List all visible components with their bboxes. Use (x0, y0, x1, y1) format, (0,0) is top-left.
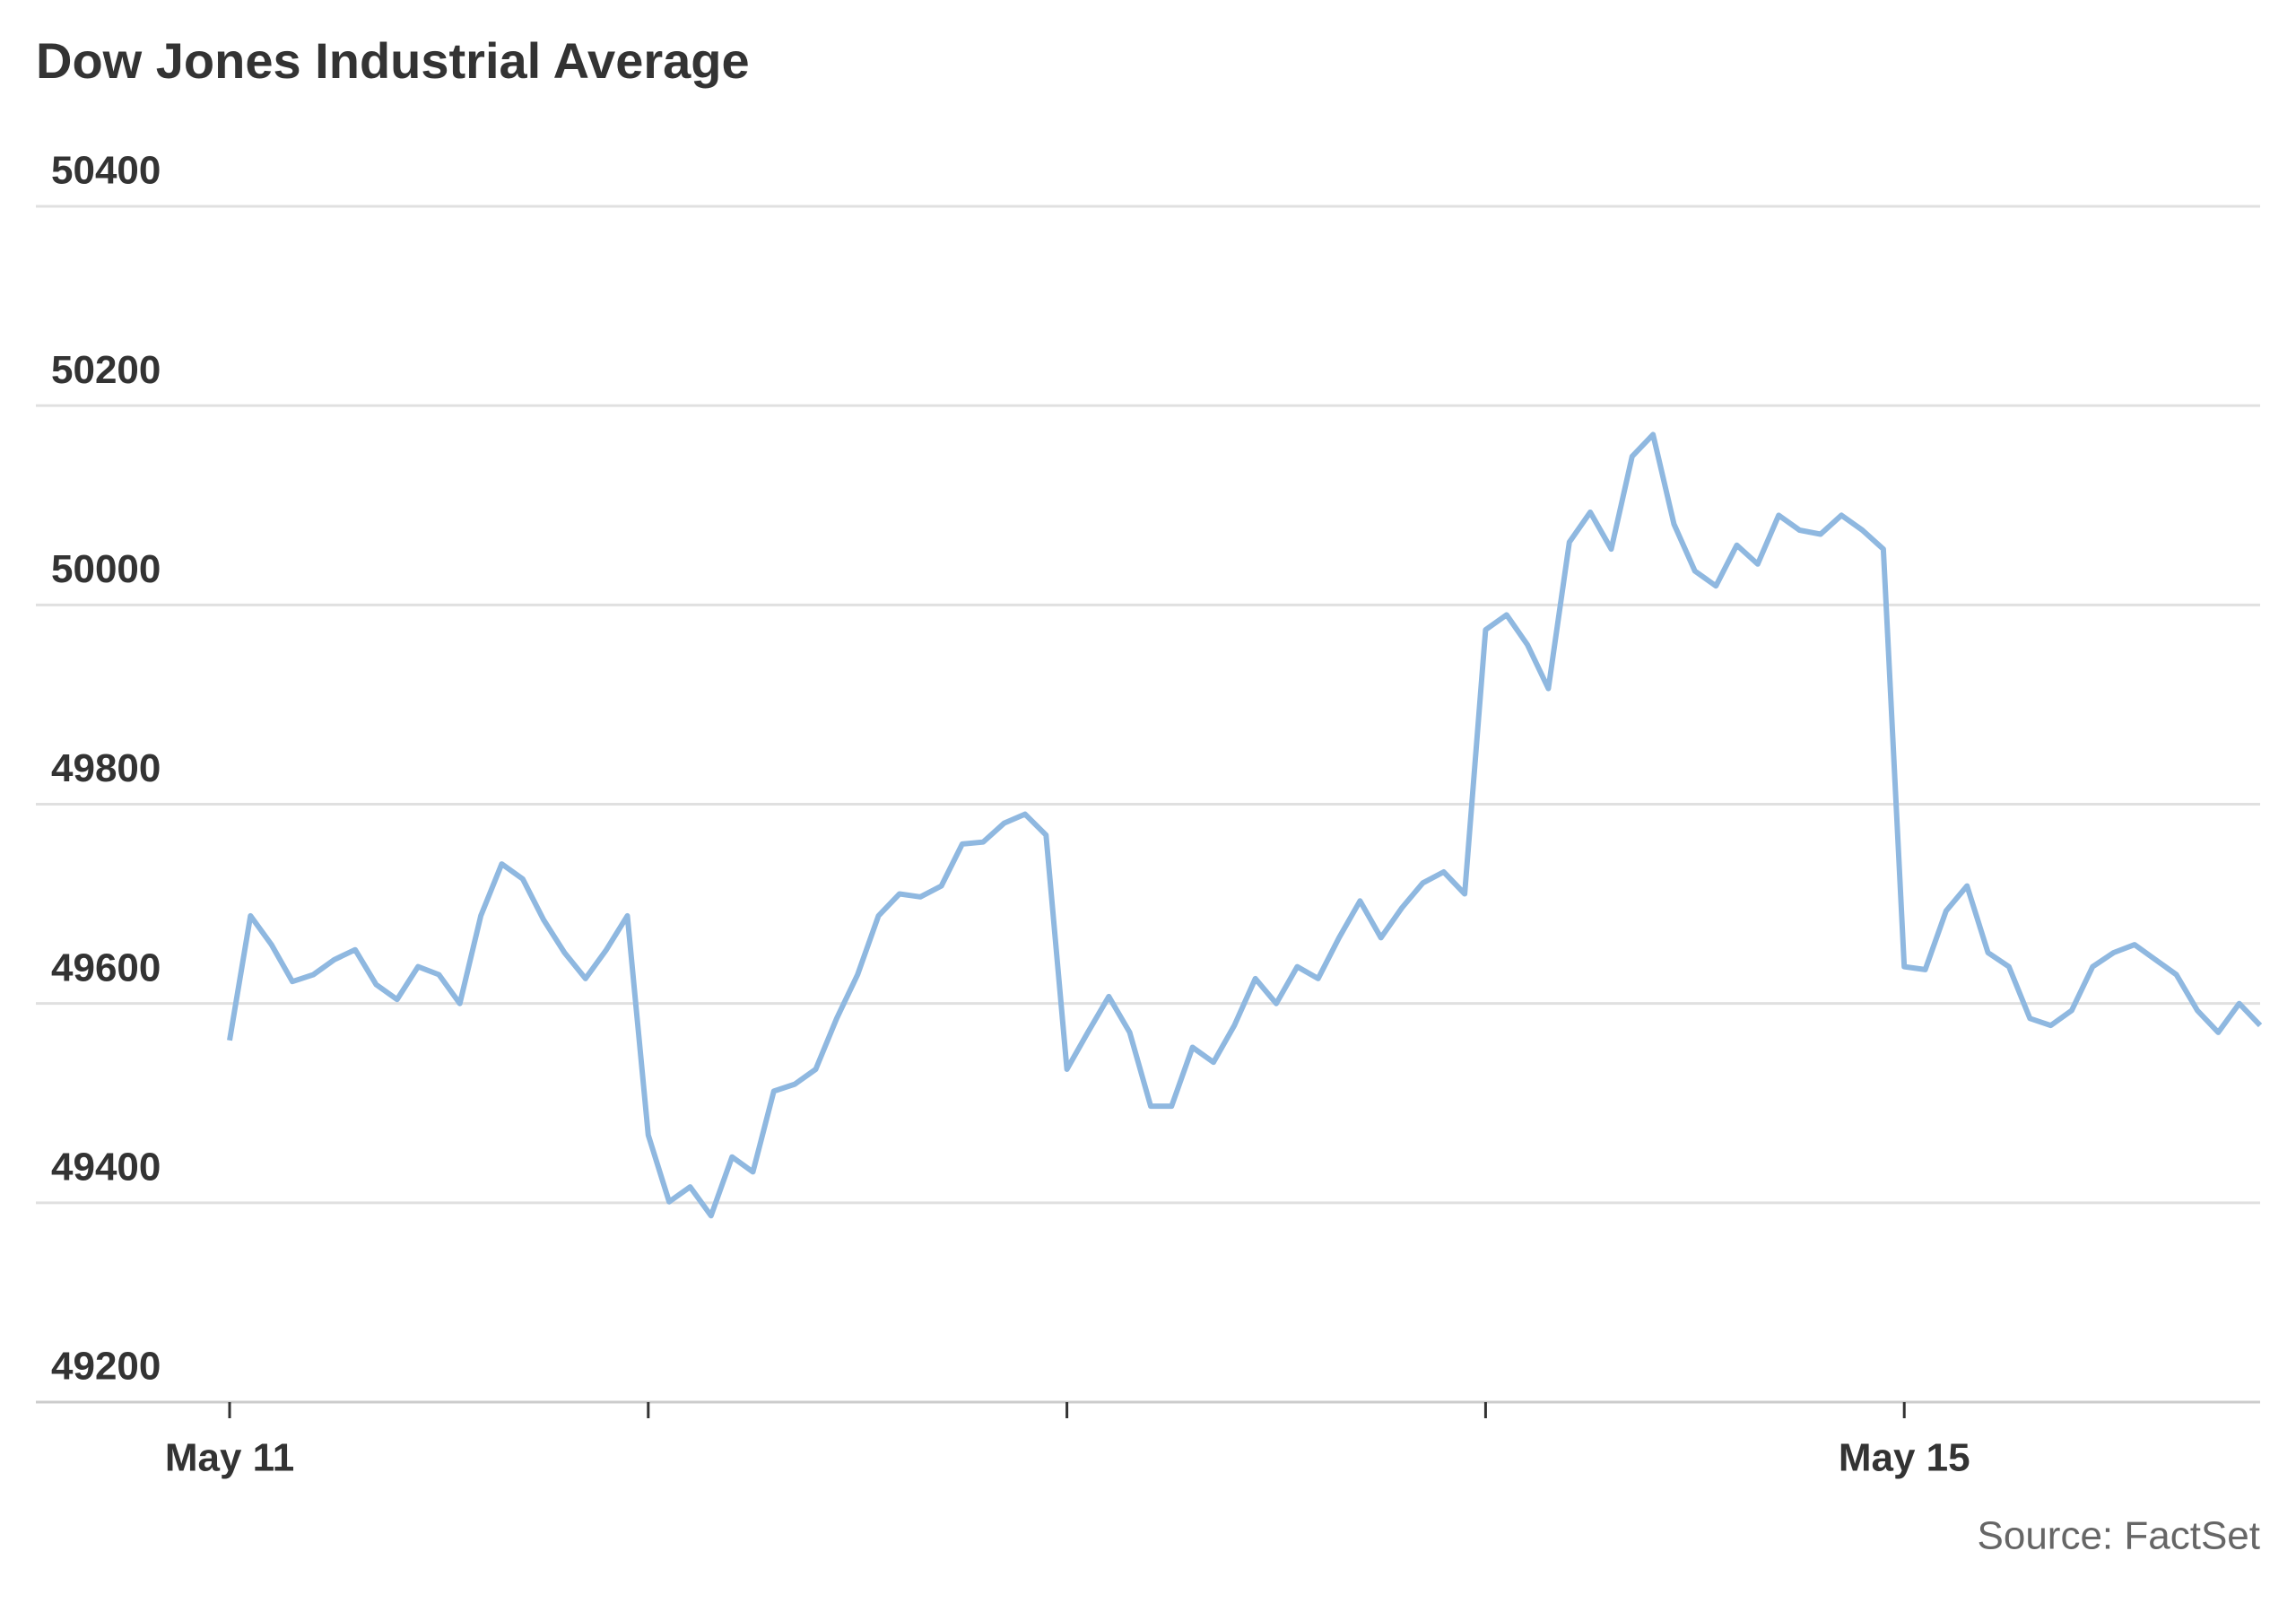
source-note: Source: FactSet (1978, 1514, 2260, 1558)
y-tick-label: 49800 (51, 746, 161, 790)
y-tick-label: 50000 (51, 547, 161, 591)
y-tick-label: 49400 (51, 1145, 161, 1189)
data-line (227, 431, 2263, 1219)
y-tick-label: 50400 (51, 149, 161, 193)
y-tick-label: 49200 (51, 1345, 161, 1389)
x-tick-label: May 15 (1839, 1436, 1970, 1480)
y-tick-label: 49600 (51, 945, 161, 989)
y-tick-label: 50200 (51, 348, 161, 392)
x-tick-label: May 11 (165, 1436, 294, 1480)
chart-title: Dow Jones Industrial Average (36, 32, 750, 89)
